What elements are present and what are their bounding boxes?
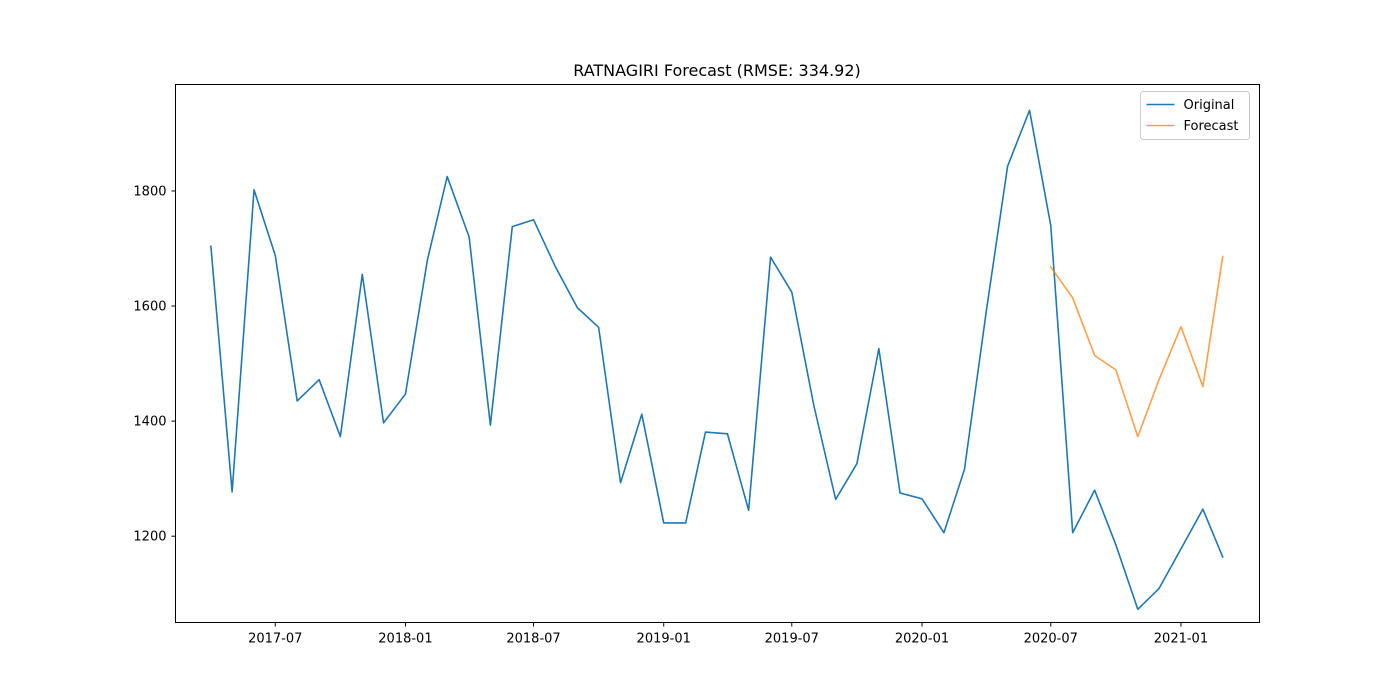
- x-tick-label: 2019-07: [765, 632, 819, 647]
- legend: Original Forecast: [1140, 91, 1250, 140]
- y-tick-label: 1200: [133, 530, 166, 545]
- x-tick-label: 2017-07: [248, 632, 302, 647]
- y-tick-label: 1600: [133, 300, 166, 315]
- x-tick-label: 2020-01: [895, 632, 949, 647]
- x-tick-label: 2018-07: [506, 632, 560, 647]
- legend-label-original: Original: [1184, 98, 1235, 113]
- series-line-original: [210, 109, 1224, 611]
- series-layer: [210, 109, 1224, 611]
- legend-box: [1140, 91, 1250, 140]
- y-axis: 1200 1400 1600 1800: [133, 184, 176, 545]
- plot-area-frame: [175, 84, 1260, 623]
- y-tick-label: 1400: [133, 415, 166, 430]
- y-tick-label: 1800: [133, 184, 166, 199]
- x-tick-label: 2020-07: [1024, 632, 1078, 647]
- legend-label-forecast: Forecast: [1184, 119, 1239, 134]
- series-line-forecast: [1049, 255, 1224, 438]
- x-tick-label: 2021-01: [1154, 632, 1208, 647]
- chart-title: RATNAGIRI Forecast (RMSE: 334.92): [573, 61, 861, 80]
- x-axis: 2017-07 2018-01 2018-07 2019-01 2019-07 2020-…: [248, 622, 1208, 647]
- x-tick-label: 2018-01: [378, 632, 432, 647]
- x-tick-label: 2019-01: [637, 632, 691, 647]
